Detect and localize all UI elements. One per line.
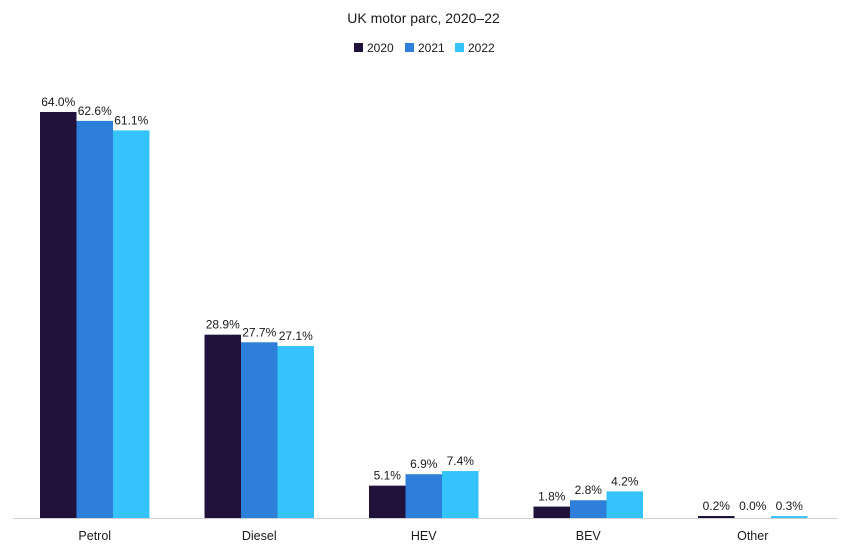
legend-label-2021: 2021 <box>418 41 445 55</box>
bar-bev-2021 <box>570 500 607 518</box>
data-label-petrol-2020: 64.0% <box>41 95 75 109</box>
bar-diesel-2022 <box>277 346 314 518</box>
category-label-bev: BEV <box>576 529 602 543</box>
data-label-diesel-2022: 27.1% <box>279 329 313 343</box>
bar-other-2022 <box>771 516 808 518</box>
category-label-petrol: Petrol <box>78 529 111 543</box>
bar-diesel-2020 <box>204 334 241 518</box>
legend-swatch-2021 <box>405 43 414 52</box>
data-label-other-2020: 0.2% <box>703 499 731 513</box>
data-label-diesel-2020: 28.9% <box>206 318 240 332</box>
bar-petrol-2021 <box>76 120 113 518</box>
data-label-petrol-2021: 62.6% <box>78 104 112 118</box>
bar-hev-2021 <box>405 474 442 518</box>
bar-hev-2020 <box>369 485 406 518</box>
data-label-hev-2020: 5.1% <box>374 469 402 483</box>
data-label-bev-2020: 1.8% <box>538 490 566 504</box>
data-label-other-2021: 0.0% <box>739 499 767 513</box>
plot-area: 64.0%62.6%61.1% Petrol 28.9%27.7% 27.1% Dies… <box>40 95 808 543</box>
data-label-bev-2022: 4.2% <box>611 474 639 488</box>
bar-bev-2022 <box>606 491 643 518</box>
data-label-hev-2022: 7.4% <box>447 454 475 468</box>
data-label-other-2022: 0.3% <box>776 499 804 513</box>
category-label-diesel: Diesel <box>242 529 277 543</box>
bar-bev-2020 <box>533 506 570 518</box>
bar-petrol-2022 <box>113 130 150 518</box>
data-label-hev-2021: 6.9% <box>410 457 438 471</box>
bar-other-2020 <box>698 516 735 518</box>
category-label-hev: HEV <box>411 529 437 543</box>
bar-diesel-2021 <box>241 342 278 518</box>
legend: 2020 2021 2022 <box>354 41 495 55</box>
legend-swatch-2022 <box>455 43 464 52</box>
legend-label-2020: 2020 <box>367 41 394 55</box>
legend-label-2022: 2022 <box>468 41 495 55</box>
bar-petrol-2020 <box>40 112 77 518</box>
data-label-diesel-2021: 27.7% <box>242 325 276 339</box>
data-label-petrol-2022: 61.1% <box>114 113 148 127</box>
data-label-bev-2021: 2.8% <box>575 483 603 497</box>
category-label-other: Other <box>737 529 768 543</box>
bar-hev-2022 <box>442 471 479 518</box>
legend-swatch-2020 <box>354 43 363 52</box>
chart-title: UK motor parc, 2020–22 <box>347 10 500 26</box>
